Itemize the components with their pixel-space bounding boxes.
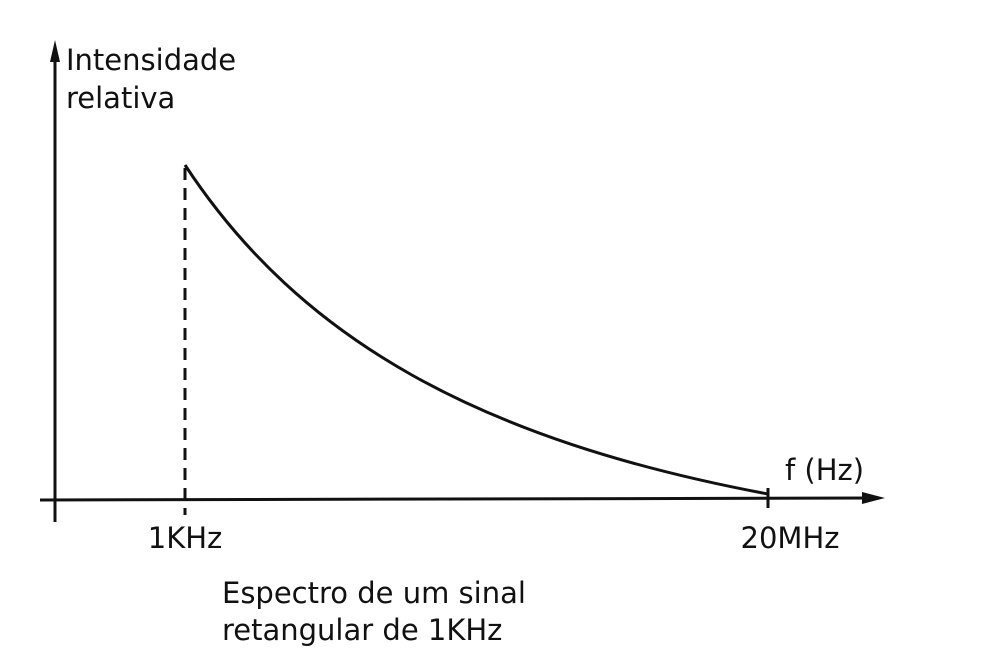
x-axis-label: f (Hz) [785, 453, 864, 487]
x-tick-label: 1KHz [148, 521, 223, 555]
y-axis-arrow [50, 40, 60, 62]
caption: Espectro de um sinal [222, 576, 526, 610]
y-axis-label: Intensidade [66, 43, 236, 77]
x-tick-label: 20MHz [741, 521, 840, 555]
x-axis-arrow [862, 492, 885, 504]
x-axis [39, 496, 876, 502]
y-axis-label: relativa [66, 81, 175, 115]
caption: retangular de 1KHz [222, 613, 502, 647]
spectrum-curve [183, 164, 769, 496]
